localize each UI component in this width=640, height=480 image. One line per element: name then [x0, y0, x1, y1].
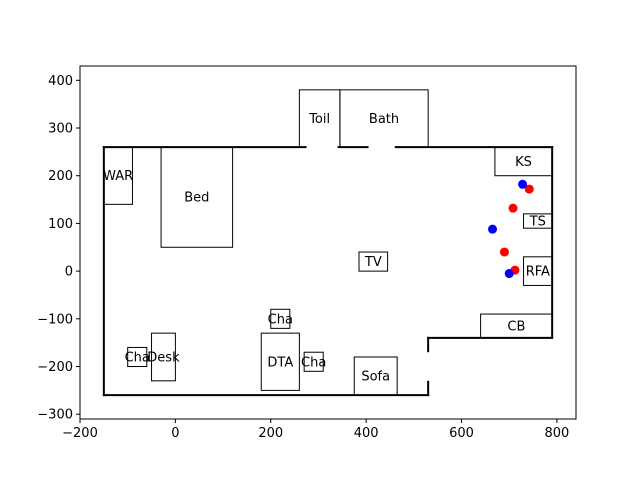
furniture-label: Sofa — [361, 370, 390, 385]
furniture-box — [270, 308, 291, 329]
y-tick-label: 400 — [48, 74, 73, 89]
x-tick-label: 400 — [354, 426, 379, 441]
furniture-label: Bed — [184, 191, 209, 206]
y-tick-label: 0 — [65, 265, 73, 280]
furniture-box — [151, 332, 176, 382]
data-point — [518, 179, 528, 189]
x-tick-label: 800 — [545, 426, 570, 441]
furniture-label: DTA — [267, 355, 293, 370]
x-tick-label: 600 — [449, 426, 474, 441]
y-tick-label: −300 — [37, 408, 73, 423]
furniture-label: TS — [529, 215, 546, 230]
axes-frame — [79, 65, 577, 420]
furniture-label: Bath — [369, 112, 399, 127]
furniture-label: Cha — [301, 355, 326, 370]
furniture-box — [353, 356, 398, 396]
data-point — [488, 224, 498, 234]
x-tick-label: 0 — [171, 426, 179, 441]
furniture-box — [260, 332, 300, 391]
axes: −200 0 200 400 600 800 −300 −200 −100 0 100 200 300 4… — [37, 65, 577, 441]
data-point — [504, 269, 514, 279]
furniture-box — [358, 251, 389, 272]
furniture-label: WAR — [103, 169, 133, 184]
furniture-label: RFA — [526, 265, 550, 280]
x-tick-label: 200 — [258, 426, 283, 441]
furniture-label: Cha — [125, 350, 150, 365]
furniture-label: Toil — [308, 112, 330, 127]
furniture-box — [127, 346, 148, 368]
furniture-box — [160, 146, 234, 248]
furniture-box — [494, 146, 553, 177]
furniture-label: CB — [507, 319, 525, 334]
y-tick-label: 300 — [48, 122, 73, 137]
y-tick-label: −100 — [37, 312, 73, 327]
furniture-box — [303, 351, 324, 372]
y-tick-label: −200 — [37, 360, 73, 375]
furniture-box — [523, 213, 553, 229]
y-tick-label: 200 — [48, 169, 73, 184]
furniture-label: Desk — [147, 350, 180, 365]
furniture-label: TV — [364, 255, 382, 270]
furniture-box — [523, 256, 553, 286]
x-tick-label: −200 — [62, 426, 98, 441]
furniture-label: Cha — [268, 312, 293, 327]
y-tick-label: 100 — [48, 217, 73, 232]
furniture-box — [103, 146, 133, 205]
data-point — [499, 247, 509, 257]
furniture-box — [480, 313, 553, 339]
data-point — [524, 184, 534, 194]
data-point — [508, 203, 518, 213]
furniture-label: KS — [515, 155, 532, 170]
